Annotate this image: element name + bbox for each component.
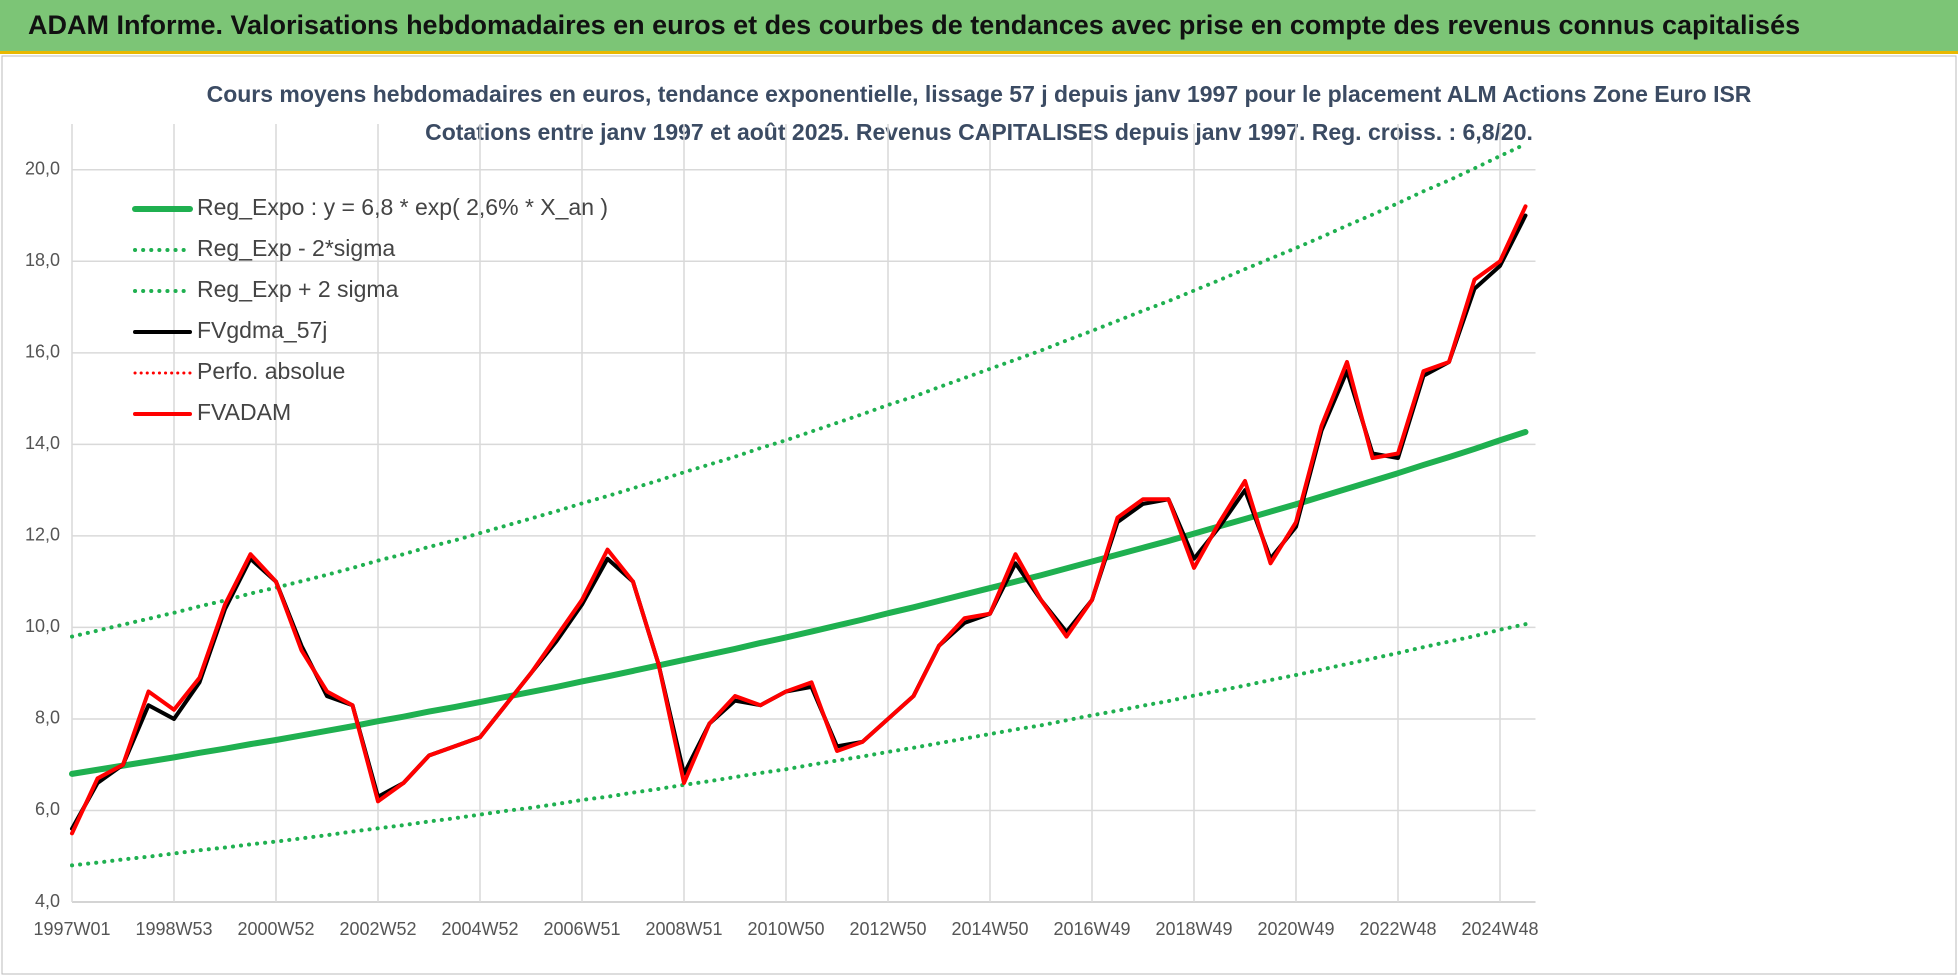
x-tick-label: 2016W49 bbox=[1053, 919, 1130, 939]
x-tick-label: 1998W53 bbox=[135, 919, 212, 939]
y-tick-label: 8,0 bbox=[35, 708, 60, 728]
chart: Cours moyens hebdomadaires en euros, ten… bbox=[1, 55, 1957, 975]
legend-label: Perfo. absolue bbox=[197, 358, 345, 384]
x-tick-label: 2014W50 bbox=[951, 919, 1028, 939]
x-tick-label: 2006W51 bbox=[543, 919, 620, 939]
series-line bbox=[70, 142, 1528, 639]
legend-label: Reg_Expo : y = 6,8 * exp( 2,6% * X_an ) bbox=[197, 194, 608, 220]
chart-title: Cours moyens hebdomadaires en euros, ten… bbox=[207, 81, 1752, 107]
chart-subtitle: Cotations entre janv 1997 et août 2025. … bbox=[425, 119, 1533, 145]
x-tick-label: 2000W52 bbox=[237, 919, 314, 939]
banner-title: ADAM Informe. Valorisations hebdomadaire… bbox=[0, 0, 1958, 54]
x-tick-label: 2024W48 bbox=[1461, 919, 1538, 939]
x-tick-label: 2010W50 bbox=[747, 919, 824, 939]
series-line bbox=[70, 204, 1528, 836]
series-line bbox=[69, 428, 1529, 777]
x-tick-label: 2002W52 bbox=[339, 919, 416, 939]
x-tick-label: 2008W51 bbox=[645, 919, 722, 939]
y-tick-label: 10,0 bbox=[25, 616, 60, 636]
x-tick-label: 1997W01 bbox=[33, 919, 110, 939]
x-tick-label: 2018W49 bbox=[1155, 919, 1232, 939]
y-tick-label: 18,0 bbox=[25, 250, 60, 270]
chart-frame bbox=[1, 55, 1957, 975]
x-tick-label: 2020W49 bbox=[1257, 919, 1334, 939]
y-tick-label: 16,0 bbox=[25, 342, 60, 362]
legend-label: FVADAM bbox=[197, 399, 291, 425]
y-tick-label: 6,0 bbox=[35, 799, 60, 819]
x-tick-label: 2022W48 bbox=[1359, 919, 1436, 939]
y-tick-label: 14,0 bbox=[25, 433, 60, 453]
y-tick-label: 12,0 bbox=[25, 525, 60, 545]
y-tick-label: 20,0 bbox=[25, 159, 60, 179]
legend-label: Reg_Exp - 2*sigma bbox=[197, 235, 395, 261]
x-tick-label: 2004W52 bbox=[441, 919, 518, 939]
x-tick-label: 2012W50 bbox=[849, 919, 926, 939]
series-line bbox=[70, 622, 1528, 868]
y-tick-label: 4,0 bbox=[35, 891, 60, 911]
legend-label: Reg_Exp + 2 sigma bbox=[197, 276, 399, 302]
legend-label: FVgdma_57j bbox=[197, 317, 327, 343]
